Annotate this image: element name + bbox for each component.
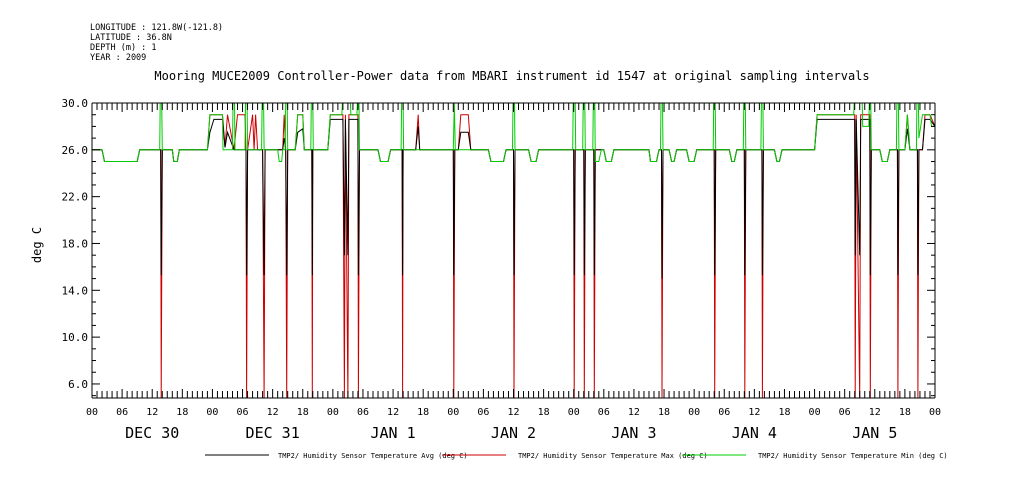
x-tick-label: 18 (538, 407, 550, 418)
legend-label-max: TMP2/ Humidity Sensor Temperature Max (d… (518, 452, 708, 460)
y-axis-label: deg C (30, 227, 44, 263)
x-ticks: 00 06 12 18 00 06 12 18 00 06 12 18 00 06 12 18 00 06 12 18… (86, 407, 941, 418)
legend-label-min: TMP2/ Humidity Sensor Temperature Min (d… (758, 452, 948, 460)
x-tick-label: 12 (507, 407, 519, 418)
x-tick-label: 00 (568, 407, 580, 418)
x-tick-label: 18 (417, 407, 429, 418)
day-label: JAN 4 (732, 424, 777, 442)
meta-latitude: LATITUDE : 36.8N (90, 33, 172, 43)
x-tick-label: 18 (297, 407, 309, 418)
series-line-avg (92, 118, 936, 279)
x-tick-label: 12 (146, 407, 158, 418)
axes (91, 102, 936, 399)
x-tick-label: 18 (176, 407, 188, 418)
y-tick-label: 22.0 (62, 191, 89, 204)
x-tick-label: 06 (237, 407, 249, 418)
y-tick-label: 18.0 (62, 237, 89, 250)
y-tick-label: 30.0 (62, 97, 89, 110)
x-tick-label: 00 (447, 407, 459, 418)
day-label: JAN 5 (852, 424, 897, 442)
x-tick-label: 12 (387, 407, 399, 418)
x-tick-label: 12 (267, 407, 279, 418)
meta-depth: DEPTH (m) : 1 (90, 43, 157, 53)
y-tick-label: 14.0 (62, 284, 89, 297)
x-tick-label: 06 (357, 407, 369, 418)
legend-label-avg: TMP2/ Humidity Sensor Temperature Avg (d… (278, 452, 468, 460)
x-tick-label: 00 (929, 407, 941, 418)
x-tick-label: 06 (477, 407, 489, 418)
meta-year: YEAR : 2009 (90, 53, 146, 63)
plot-series (92, 102, 936, 399)
day-label: JAN 2 (491, 424, 536, 442)
x-tick-label: 00 (206, 407, 218, 418)
x-tick-label: 18 (778, 407, 790, 418)
x-tick-label: 06 (839, 407, 851, 418)
y-ticks: 30.0 26.0 22.0 18.0 14.0 10.0 6.0 (62, 97, 935, 397)
x-tick-label: 12 (628, 407, 640, 418)
meta-longitude: LONGITUDE : 121.8W(-121.8) (90, 23, 223, 33)
x-tick-label: 06 (598, 407, 610, 418)
y-tick-label: 26.0 (62, 144, 89, 157)
x-tick-label: 06 (718, 407, 730, 418)
day-label: DEC 31 (246, 424, 300, 442)
day-label: DEC 30 (125, 424, 179, 442)
x-tick-label: 12 (869, 407, 881, 418)
y-tick-label: 10.0 (62, 331, 89, 344)
x-tick-label: 00 (688, 407, 700, 418)
y-tick-label: 6.0 (68, 378, 88, 391)
day-label: JAN 1 (370, 424, 415, 442)
x-tick-label: 00 (327, 407, 339, 418)
day-label: JAN 3 (611, 424, 656, 442)
x-tick-label: 18 (899, 407, 911, 418)
chart-title: Mooring MUCE2009 Controller-Power data f… (154, 69, 869, 83)
x-tick-label: 12 (748, 407, 760, 418)
day-labels: DEC 30 DEC 31 JAN 1 JAN 2 JAN 3 JAN 4 JAN 5 (125, 424, 897, 442)
x-tick-label: 18 (658, 407, 670, 418)
x-tick-label: 00 (86, 407, 98, 418)
x-tick-label: 00 (809, 407, 821, 418)
legend: TMP2/ Humidity Sensor Temperature Avg (d… (205, 452, 948, 460)
x-tick-label: 06 (116, 407, 128, 418)
